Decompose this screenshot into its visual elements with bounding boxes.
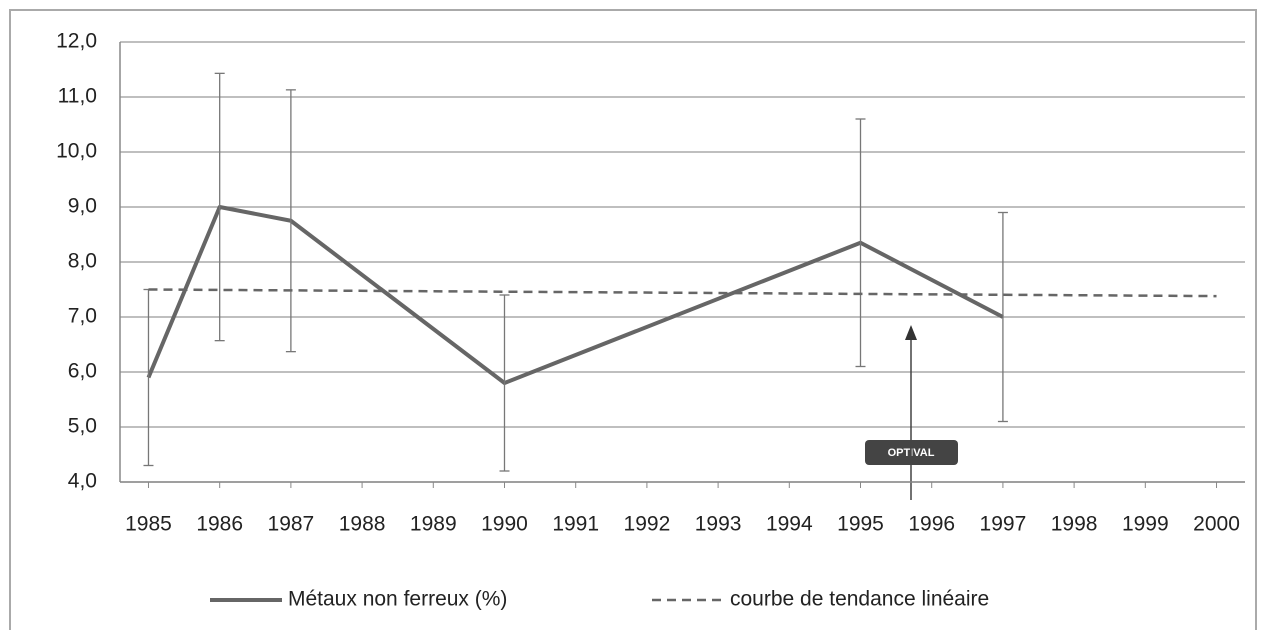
x-tick-label: 1993 (695, 513, 742, 536)
x-tick-label: 1988 (339, 513, 386, 536)
y-tick-label: 4,0 (68, 470, 97, 493)
y-tick-label: 8,0 (68, 250, 97, 273)
x-tick-label: 1986 (196, 513, 243, 536)
x-tick-label: 2000 (1193, 513, 1240, 536)
y-tick-label: 12,0 (56, 30, 97, 53)
y-tick-label: 9,0 (68, 195, 97, 218)
x-tick-label: 1998 (1051, 513, 1098, 536)
y-tick-label: 10,0 (56, 140, 97, 163)
x-tick-label: 1997 (980, 513, 1027, 536)
series-line (148, 288, 1217, 298)
series-line (146, 205, 1004, 385)
y-tick-label: 7,0 (68, 305, 97, 328)
chart-frame (9, 9, 1257, 630)
y-tick-label: 11,0 (58, 85, 97, 108)
y-tick-label: 5,0 (68, 415, 97, 438)
x-tick-label: 1987 (268, 513, 315, 536)
x-tick-label: 1985 (125, 513, 172, 536)
annotation-arrowhead (905, 325, 917, 340)
x-tick-label: 1995 (837, 513, 884, 536)
x-tick-label: 1990 (481, 513, 528, 536)
y-tick-label: 6,0 (68, 360, 97, 383)
x-tick-label: 1994 (766, 513, 813, 536)
x-tick-label: 1992 (624, 513, 671, 536)
legend-label: courbe de tendance linéaire (730, 588, 989, 611)
x-tick-label: 1996 (908, 513, 955, 536)
x-tick-label: 1999 (1122, 513, 1169, 536)
x-tick-label: 1989 (410, 513, 457, 536)
legend-label: Métaux non ferreux (%) (288, 588, 507, 611)
x-tick-label: 1991 (552, 513, 599, 536)
